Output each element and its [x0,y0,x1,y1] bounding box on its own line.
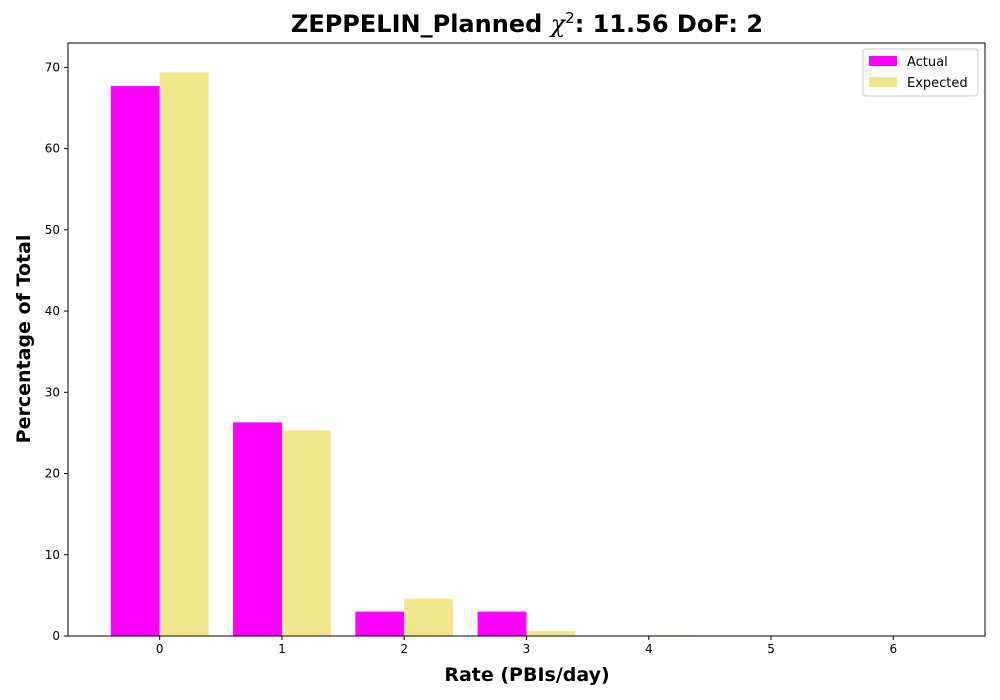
bar-actual-1 [233,422,282,636]
bar-actual-3 [477,611,527,636]
y-tick-label: 30 [45,385,60,399]
y-tick-label: 60 [45,142,60,156]
y-axis-label: Percentage of Total [13,235,35,444]
y-tick-label: 70 [45,60,60,74]
bar-expected-3 [526,631,576,636]
legend-swatch-actual [869,56,897,66]
y-tick-label: 40 [45,304,60,318]
y-tick-label: 0 [52,629,60,643]
x-axis-ticks: 0 1 2 3 4 5 6 [156,636,897,656]
x-tick-label: 0 [156,642,164,656]
chi-superscript: 2 [565,9,575,27]
chart-title: ZEPPELIN_Planned χ2: 11.56 DoF: 2 [291,9,763,38]
y-tick-label: 20 [45,467,60,481]
x-tick-label: 5 [767,642,775,656]
y-axis-ticks: 0 10 20 30 40 50 60 70 [45,60,68,643]
bar-expected-0 [159,72,209,637]
plot-frame [67,42,986,637]
chi-symbol: χ [549,10,567,38]
x-tick-label: 4 [645,642,653,656]
x-tick-label: 6 [889,642,897,656]
legend-label-expected: Expected [907,76,968,91]
y-tick-label: 10 [45,548,60,562]
x-tick-label: 3 [523,642,531,656]
legend: Actual Expected [862,48,979,97]
bar-expected-1 [281,430,331,636]
x-axis-label: Rate (PBIs/day) [444,664,609,686]
bar-actual-0 [110,86,160,637]
bar-expected-2 [404,598,454,636]
x-tick-label: 1 [278,642,286,656]
bar-actual-2 [355,611,405,636]
bars-layer [110,72,698,637]
y-tick-label: 50 [45,223,60,237]
x-tick-label: 2 [400,642,408,656]
legend-label-actual: Actual [907,55,948,70]
legend-swatch-expected [869,77,897,87]
